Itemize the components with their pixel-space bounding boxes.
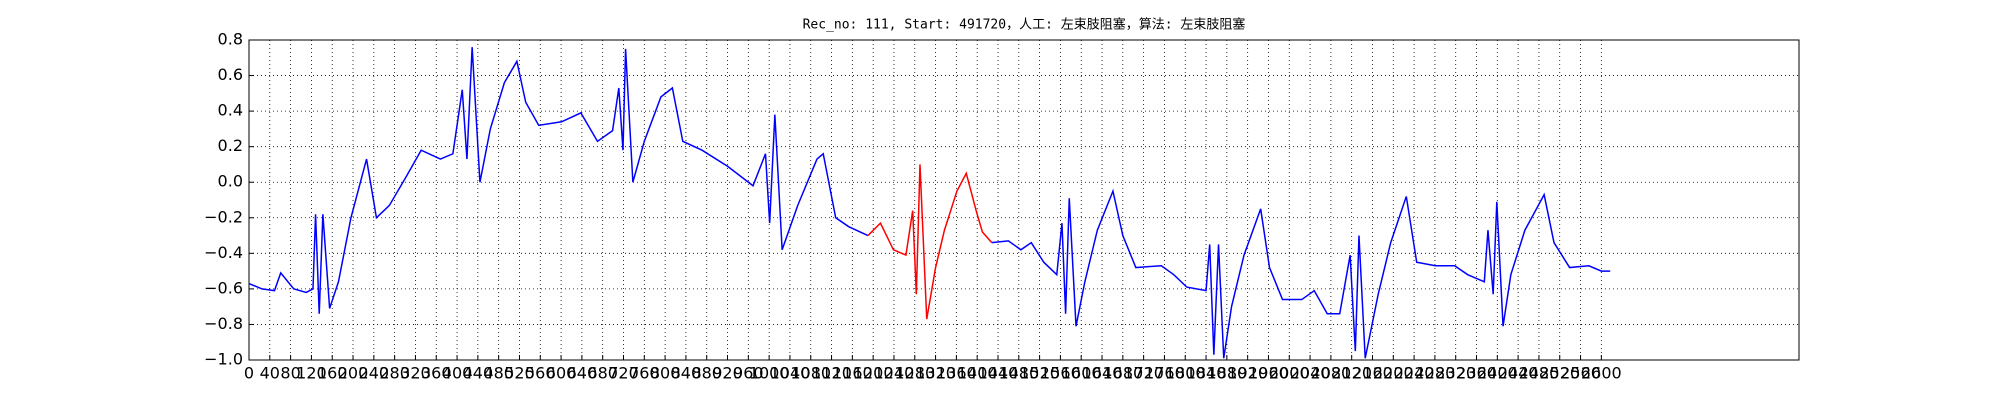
x-tick-label: 2040 (1290, 364, 1331, 383)
y-tick-label: 0.6 (218, 65, 243, 84)
x-tick-label: 2000 (1269, 364, 1310, 383)
x-tick-label: 1200 (853, 364, 894, 383)
y-tick-label: −0.2 (204, 207, 243, 226)
x-tick-label: 720 (608, 364, 639, 383)
x-tick-label: 920 (712, 364, 743, 383)
x-tick-label: 1000 (749, 364, 790, 383)
y-tick-label: 0.2 (218, 136, 243, 155)
x-tick-label: 1880 (1206, 364, 1247, 383)
x-tick-label: 680 (587, 364, 618, 383)
x-tick-label: 800 (650, 364, 681, 383)
x-tick-label: 560 (525, 364, 556, 383)
y-tick-label: 0.0 (218, 172, 243, 191)
x-tick-label: 160 (317, 364, 348, 383)
plot-frame (248, 39, 1800, 361)
x-tick-label: 2360 (1456, 364, 1497, 383)
x-tick-label: 1680 (1102, 364, 1143, 383)
series-line (991, 188, 1611, 359)
x-tick-label: 80 (280, 364, 300, 383)
x-tick-label: 760 (629, 364, 660, 383)
x-tick-label: 2080 (1311, 364, 1352, 383)
y-tick-label: −0.6 (204, 278, 243, 297)
y-tick-label: −0.8 (204, 314, 243, 333)
chart-title: Rec_no: 111, Start: 491720，人工: 左束肢阻塞，算法:… (803, 17, 1246, 33)
x-tick-label: 2160 (1352, 364, 1393, 383)
x-tick-label: 240 (359, 364, 390, 383)
x-tick-label: 1040 (770, 364, 811, 383)
x-tick-label: 520 (504, 364, 535, 383)
x-tick-label: 880 (691, 364, 722, 383)
x-tick-label: 2120 (1331, 364, 1372, 383)
series-line (867, 164, 993, 320)
x-tick-label: 1120 (811, 364, 852, 383)
y-tick-label: −0.4 (204, 243, 243, 262)
x-tick-label: 2240 (1394, 364, 1435, 383)
x-tick-label: 120 (296, 364, 327, 383)
x-tick-label: 1720 (1123, 364, 1164, 383)
x-tick-label: 2560 (1560, 364, 1601, 383)
x-tick-label: 960 (733, 364, 764, 383)
x-tick-label: 2480 (1519, 364, 1560, 383)
x-tick-label: 1840 (1186, 364, 1227, 383)
x-tick-label: 1240 (874, 364, 915, 383)
x-tick-label: 1280 (894, 364, 935, 383)
x-tick-label: 2320 (1435, 364, 1476, 383)
x-tick-label: 840 (671, 364, 702, 383)
x-tick-label: 600 (546, 364, 577, 383)
x-tick-label: 320 (400, 364, 431, 383)
x-tick-label: 2600 (1581, 364, 1622, 383)
x-tick-label: 1640 (1082, 364, 1123, 383)
x-tick-label: 480 (483, 364, 514, 383)
x-tick-label: 2440 (1498, 364, 1539, 383)
x-tick-label: 360 (421, 364, 452, 383)
x-tick-label: 1320 (915, 364, 956, 383)
x-tick-label: 0 (244, 364, 254, 383)
x-tick-label: 1800 (1165, 364, 1206, 383)
x-tick-label: 1440 (978, 364, 1019, 383)
series-line (248, 47, 869, 314)
x-tick-label: 2280 (1415, 364, 1456, 383)
y-tick-label: −1.0 (204, 350, 243, 369)
x-tick-label: 280 (379, 364, 410, 383)
x-tick-label: 1600 (1061, 364, 1102, 383)
x-tick-label: 1560 (1040, 364, 1081, 383)
x-tick-label: 400 (442, 364, 473, 383)
y-tick-label: 0.8 (218, 30, 243, 49)
x-tick-label: 2200 (1373, 364, 1414, 383)
x-tick-label: 200 (338, 364, 369, 383)
x-tick-label: 2400 (1477, 364, 1518, 383)
x-tick-label: 1960 (1248, 364, 1289, 383)
x-tick-label: 1080 (790, 364, 831, 383)
x-tick-label: 1480 (998, 364, 1039, 383)
x-tick-label: 1760 (1144, 364, 1185, 383)
x-tick-label: 40 (260, 364, 280, 383)
x-tick-label: 1920 (1227, 364, 1268, 383)
y-tick-label: 0.4 (218, 101, 243, 120)
x-tick-label: 1160 (832, 364, 873, 383)
x-tick-label: 1400 (957, 364, 998, 383)
x-tick-label: 440 (463, 364, 494, 383)
x-tick-label: 2520 (1539, 364, 1580, 383)
x-tick-label: 640 (567, 364, 598, 383)
x-tick-label: 1360 (936, 364, 977, 383)
x-tick-label: 1520 (1019, 364, 1060, 383)
